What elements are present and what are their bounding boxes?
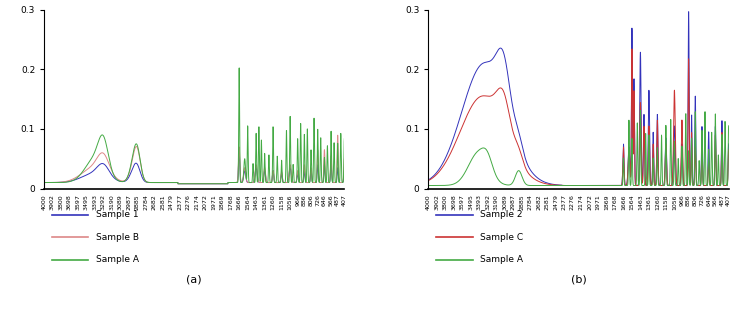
Sample A [562, 184, 571, 188]
Sample 1 [174, 182, 183, 186]
Sample C [424, 179, 433, 183]
Text: Sample C: Sample C [480, 233, 523, 242]
Sample A [716, 184, 725, 188]
Sample B [178, 182, 187, 186]
Text: Sample 1: Sample 1 [96, 210, 138, 219]
Sample B [40, 181, 49, 185]
Sample 1 [55, 180, 64, 184]
Sample C [562, 184, 571, 188]
Sample A [178, 182, 187, 186]
Sample C [716, 183, 725, 187]
Sample 1 [331, 180, 340, 184]
Sample 1 [186, 182, 195, 186]
Sample A [715, 184, 724, 188]
Sample A [424, 184, 433, 188]
Sample 2 [724, 142, 733, 146]
Sample 1 [340, 169, 349, 173]
Sample 2 [558, 184, 567, 188]
Sample A [724, 124, 733, 128]
Sample A [661, 173, 670, 177]
Sample A [570, 184, 579, 188]
Sample A [558, 184, 567, 188]
Sample 2 [684, 10, 693, 14]
Sample 2 [424, 178, 433, 182]
Sample C [724, 148, 733, 152]
Sample A [235, 66, 244, 70]
Sample 2 [570, 184, 579, 188]
Sample B [331, 180, 340, 184]
Sample 1 [331, 180, 340, 184]
Sample A [331, 181, 340, 185]
Sample 1 [235, 151, 244, 155]
Line: Sample B: Sample B [44, 135, 344, 184]
Text: Sample B: Sample B [96, 233, 138, 242]
Sample C [558, 184, 567, 188]
Sample A [186, 182, 195, 186]
Sample A [55, 181, 64, 185]
Sample C [628, 47, 637, 51]
Sample C [570, 184, 579, 188]
Sample 1 [277, 176, 286, 180]
Sample A [340, 137, 349, 141]
Text: (b): (b) [570, 275, 587, 284]
Sample A [439, 184, 448, 188]
Sample 2 [562, 184, 571, 188]
Sample B [340, 157, 349, 161]
Sample B [186, 182, 195, 186]
Sample B [331, 180, 340, 184]
Line: Sample 2: Sample 2 [428, 12, 729, 186]
Sample C [715, 184, 724, 188]
Sample 2 [716, 183, 725, 187]
Sample A [174, 182, 183, 186]
Text: Sample A: Sample A [480, 255, 523, 265]
Sample B [174, 182, 183, 186]
Sample 1 [40, 181, 49, 185]
Text: Sample A: Sample A [96, 255, 138, 265]
Sample C [661, 162, 670, 166]
Line: Sample A: Sample A [44, 68, 344, 184]
Sample A [331, 181, 340, 185]
Sample 2 [439, 160, 448, 163]
Sample A [277, 176, 286, 180]
Sample B [55, 180, 64, 184]
Line: Sample 1: Sample 1 [44, 153, 344, 184]
Line: Sample C: Sample C [428, 49, 729, 186]
Sample 2 [715, 184, 724, 188]
Sample B [333, 133, 342, 137]
Text: Sample 2: Sample 2 [480, 210, 523, 219]
Text: (a): (a) [186, 275, 202, 284]
Sample A [40, 181, 49, 185]
Sample A [636, 109, 645, 112]
Line: Sample A: Sample A [428, 111, 729, 186]
Sample B [276, 176, 285, 180]
Sample C [439, 163, 448, 167]
Sample 2 [660, 165, 669, 169]
Sample 1 [178, 182, 187, 186]
